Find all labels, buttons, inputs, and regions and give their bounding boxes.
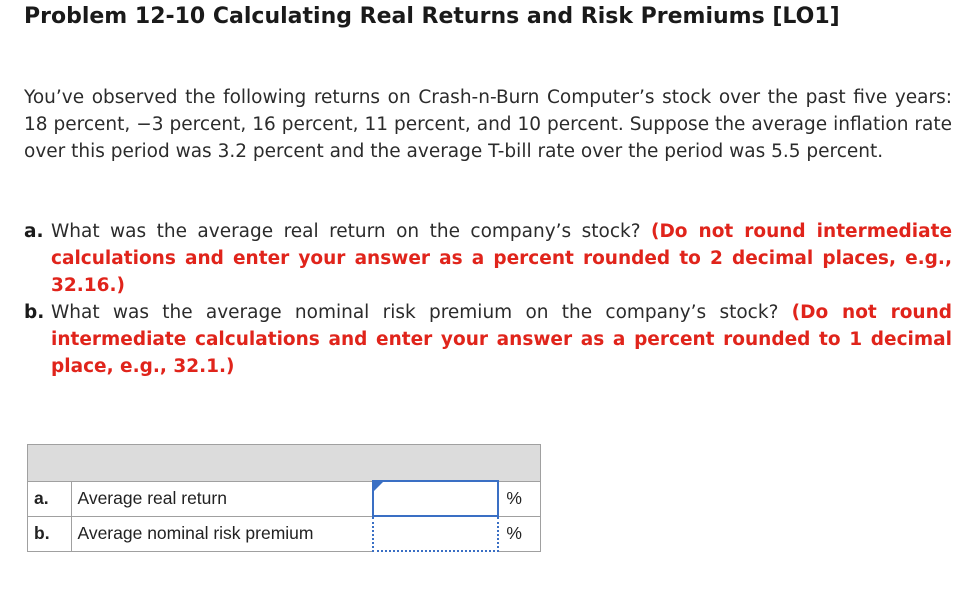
answer-table: a. Average real return % b. Average nomi… bbox=[26, 444, 542, 552]
average-nominal-risk-premium-input[interactable] bbox=[374, 517, 498, 550]
row-label: Average real return bbox=[71, 480, 374, 517]
active-cell-marker-icon bbox=[374, 482, 384, 491]
row-unit: % bbox=[497, 480, 542, 517]
answer-cell bbox=[372, 515, 500, 552]
question-a: a. What was the average real return on t… bbox=[24, 218, 952, 299]
average-real-return-input[interactable] bbox=[374, 482, 498, 515]
answer-cell bbox=[372, 480, 500, 517]
question-letter: b. bbox=[24, 302, 45, 323]
question-letter: a. bbox=[24, 221, 44, 242]
table-header-row bbox=[27, 444, 541, 482]
page-title: Problem 12-10 Calculating Real Returns a… bbox=[24, 4, 840, 29]
table-row: b. Average nominal risk premium % bbox=[26, 515, 542, 552]
question-text: What was the average real return on the … bbox=[51, 221, 641, 242]
question-b: b. What was the average nominal risk pre… bbox=[24, 299, 952, 380]
row-unit: % bbox=[497, 515, 542, 552]
row-label: Average nominal risk premium bbox=[71, 515, 374, 552]
question-instruction: (Do not round intermediate calculations … bbox=[51, 302, 953, 377]
question-instruction: (Do not round intermediate calculations … bbox=[51, 221, 952, 296]
question-text: What was the average nominal risk premiu… bbox=[51, 302, 779, 323]
table-header-cell bbox=[27, 444, 541, 482]
problem-statement: You’ve observed the following returns on… bbox=[24, 87, 952, 162]
question-list: a. What was the average real return on t… bbox=[24, 218, 952, 380]
table-row: a. Average real return % bbox=[26, 480, 542, 517]
row-letter: b. bbox=[26, 515, 73, 552]
row-letter: a. bbox=[26, 480, 73, 517]
